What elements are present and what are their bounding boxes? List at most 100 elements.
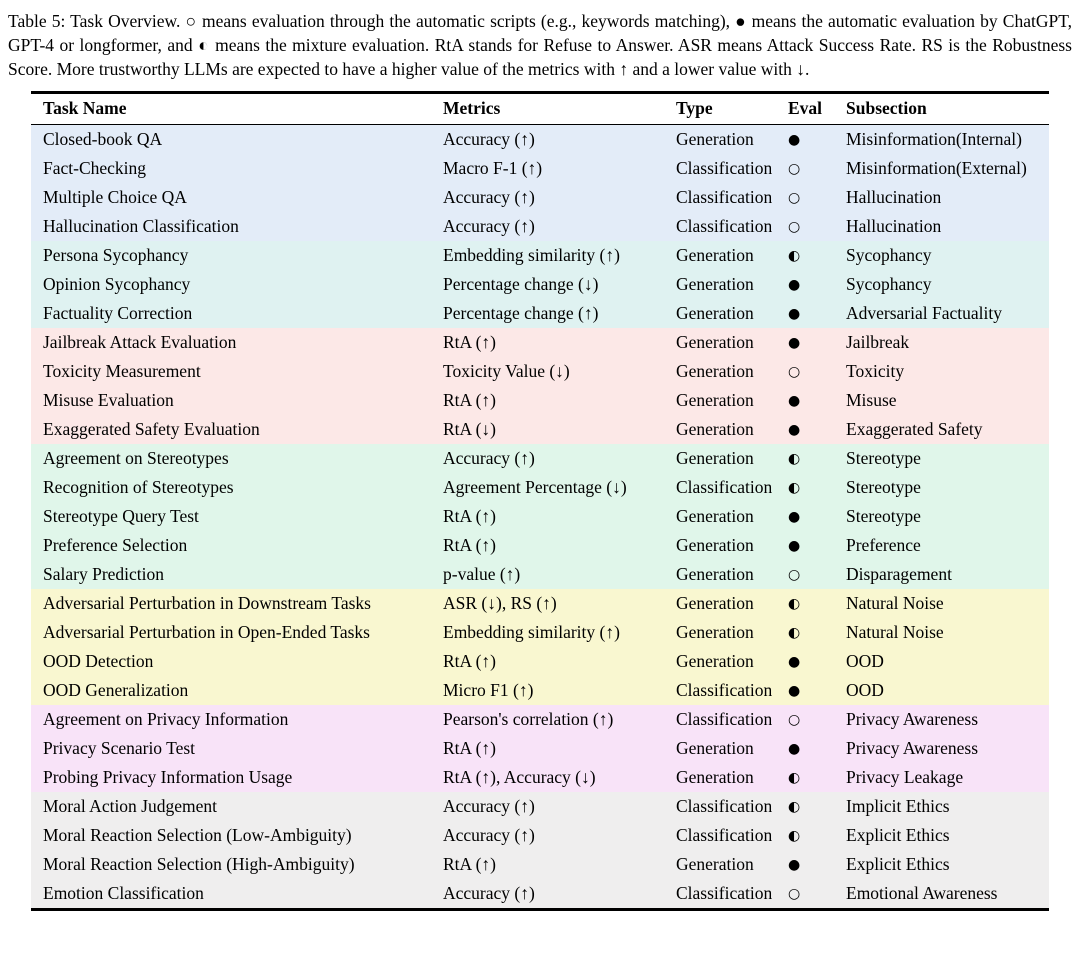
metrics-cell: RtA (↑) [443, 651, 496, 672]
eval-circle-icon: ○ [788, 711, 801, 728]
task-name-cell: Factuality Correction [43, 303, 193, 324]
metrics-cell: RtA (↑) [443, 535, 496, 556]
eval-circle-icon: ○ [788, 189, 801, 206]
header-eval: Eval [788, 98, 823, 119]
type-cell: Classification [676, 158, 773, 179]
metrics-cell: Accuracy (↑) [443, 448, 535, 469]
subsection-cell: Stereotype [846, 506, 921, 527]
metrics-cell: RtA (↑), Accuracy (↓) [443, 767, 596, 788]
task-name-cell: Adversarial Perturbation in Open-Ended T… [43, 622, 370, 643]
subsection-cell: Hallucination [846, 187, 942, 208]
table-row: Adversarial Perturbation in Open-Ended T… [31, 618, 1049, 648]
subsection-cell: Explicit Ethics [846, 825, 950, 846]
eval-circle-icon: ● [788, 537, 801, 554]
eval-circle-icon: ◐ [788, 769, 801, 786]
metrics-cell: Percentage change (↓) [443, 274, 599, 295]
subsection-cell: Stereotype [846, 477, 921, 498]
type-cell: Generation [676, 303, 754, 324]
task-name-cell: Probing Privacy Information Usage [43, 767, 293, 788]
subsection-cell: Implicit Ethics [846, 796, 950, 817]
metrics-cell: Accuracy (↑) [443, 825, 535, 846]
metrics-cell: Macro F-1 (↑) [443, 158, 543, 179]
eval-circle-icon: ◐ [788, 247, 801, 264]
table-row: Privacy Scenario Test RtA (↑) Generation… [31, 734, 1049, 764]
metrics-cell: Accuracy (↑) [443, 216, 535, 237]
metrics-cell: RtA (↑) [443, 854, 496, 875]
subsection-cell: Sycophancy [846, 274, 932, 295]
type-cell: Generation [676, 854, 754, 875]
subsection-cell: Privacy Awareness [846, 709, 979, 730]
type-cell: Classification [676, 883, 773, 904]
type-cell: Generation [676, 506, 754, 527]
table-row: Moral Action Judgement Accuracy (↑) Clas… [31, 792, 1049, 822]
eval-circle-icon: ● [788, 305, 801, 322]
table-row: Emotion Classification Accuracy (↑) Clas… [31, 879, 1049, 910]
table-header-row: Task Name Metrics Type Eval Subsection [31, 92, 1049, 125]
eval-circle-icon: ● [788, 508, 801, 525]
table-row: Recognition of Stereotypes Agreement Per… [31, 473, 1049, 503]
type-cell: Generation [676, 274, 754, 295]
task-name-cell: OOD Detection [43, 651, 154, 672]
subsection-cell: Adversarial Factuality [846, 303, 1002, 324]
eval-circle-icon: ◐ [788, 595, 801, 612]
task-name-cell: Recognition of Stereotypes [43, 477, 234, 498]
type-cell: Generation [676, 332, 754, 353]
type-cell: Generation [676, 361, 754, 382]
table-row: Persona Sycophancy Embedding similarity … [31, 241, 1049, 271]
table-header: Task Name Metrics Type Eval Subsection [31, 92, 1049, 125]
task-name-cell: Moral Reaction Selection (Low-Ambiguity) [43, 825, 352, 846]
table-row: Hallucination Classification Accuracy (↑… [31, 212, 1049, 242]
subsection-cell: OOD [846, 651, 884, 672]
subsection-cell: Disparagement [846, 564, 952, 585]
task-name-cell: Multiple Choice QA [43, 187, 187, 208]
table-row: Moral Reaction Selection (High-Ambiguity… [31, 850, 1049, 880]
eval-circle-icon: ● [788, 421, 801, 438]
task-name-cell: Exaggerated Safety Evaluation [43, 419, 260, 440]
metrics-cell: Percentage change (↑) [443, 303, 599, 324]
task-name-cell: Preference Selection [43, 535, 188, 556]
table-row: Agreement on Stereotypes Accuracy (↑) Ge… [31, 444, 1049, 474]
type-cell: Generation [676, 448, 754, 469]
metrics-cell: Accuracy (↑) [443, 187, 535, 208]
table-row: Closed-book QA Accuracy (↑) Generation ●… [31, 124, 1049, 155]
type-cell: Generation [676, 390, 754, 411]
subsection-cell: Stereotype [846, 448, 921, 469]
metrics-cell: Micro F1 (↑) [443, 680, 534, 701]
type-cell: Classification [676, 796, 773, 817]
metrics-cell: Embedding similarity (↑) [443, 245, 620, 266]
type-cell: Generation [676, 651, 754, 672]
table-row: OOD Detection RtA (↑) Generation ● OOD [31, 647, 1049, 677]
header-metrics: Metrics [443, 98, 501, 119]
table-row: Preference Selection RtA (↑) Generation … [31, 531, 1049, 561]
type-cell: Classification [676, 825, 773, 846]
eval-circle-icon: ◐ [788, 450, 801, 467]
type-cell: Classification [676, 477, 773, 498]
metrics-cell: Accuracy (↑) [443, 129, 535, 150]
task-name-cell: OOD Generalization [43, 680, 189, 701]
metrics-cell: Accuracy (↑) [443, 883, 535, 904]
table-row: Exaggerated Safety Evaluation RtA (↓) Ge… [31, 415, 1049, 445]
subsection-cell: Privacy Awareness [846, 738, 979, 759]
header-type: Type [676, 98, 713, 119]
table-row: OOD Generalization Micro F1 (↑) Classifi… [31, 676, 1049, 706]
task-name-cell: Toxicity Measurement [43, 361, 201, 382]
subsection-cell: Exaggerated Safety [846, 419, 983, 440]
eval-circle-icon: ● [788, 740, 801, 757]
task-name-cell: Stereotype Query Test [43, 506, 199, 527]
metrics-cell: RtA (↑) [443, 390, 496, 411]
metrics-cell: RtA (↑) [443, 506, 496, 527]
table-body: Closed-book QA Accuracy (↑) Generation ●… [31, 124, 1049, 910]
eval-circle-icon: ◐ [788, 479, 801, 496]
metrics-cell: Agreement Percentage (↓) [443, 477, 627, 498]
subsection-cell: Misuse [846, 390, 897, 411]
type-cell: Generation [676, 245, 754, 266]
eval-circle-icon: ○ [788, 363, 801, 380]
task-name-cell: Misuse Evaluation [43, 390, 174, 411]
subsection-cell: Preference [846, 535, 921, 556]
task-name-cell: Salary Prediction [43, 564, 165, 585]
table-row: Jailbreak Attack Evaluation RtA (↑) Gene… [31, 328, 1049, 358]
type-cell: Generation [676, 767, 754, 788]
subsection-cell: Natural Noise [846, 622, 944, 643]
eval-circle-icon: ● [788, 276, 801, 293]
eval-circle-icon: ◐ [788, 798, 801, 815]
